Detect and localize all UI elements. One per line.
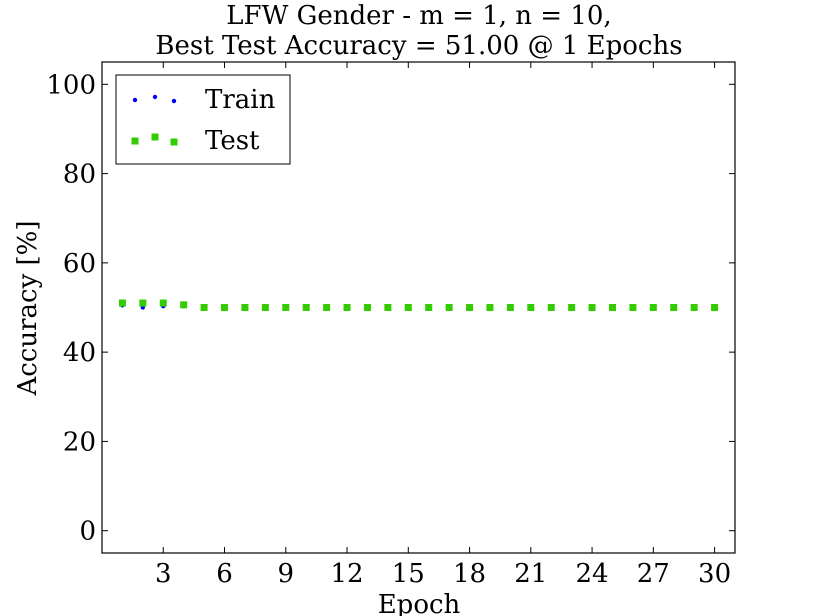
x-tick-label: 15 <box>392 559 425 589</box>
data-point <box>629 304 637 311</box>
x-axis-label: Epoch <box>378 590 461 616</box>
data-point <box>547 304 555 311</box>
data-point <box>568 304 576 311</box>
x-tick-label: 24 <box>576 559 609 589</box>
y-tick-label: 100 <box>46 70 96 100</box>
y-tick-label: 60 <box>63 249 96 279</box>
data-point <box>200 304 208 311</box>
data-point <box>261 304 269 311</box>
y-tick-label: 0 <box>79 517 96 547</box>
data-point <box>445 304 453 311</box>
x-tick-label: 18 <box>453 559 486 589</box>
data-point <box>506 304 514 311</box>
data-point <box>486 304 494 311</box>
legend-marker-point <box>151 133 159 141</box>
data-point <box>221 304 229 311</box>
data-point <box>384 304 392 311</box>
series-test <box>118 299 719 311</box>
data-point <box>302 304 310 311</box>
legend-marker-point <box>170 138 178 146</box>
data-point <box>649 304 657 311</box>
data-point <box>343 304 351 311</box>
legend-marker-point <box>132 97 138 103</box>
x-tick-label: 9 <box>278 559 295 589</box>
data-point <box>241 304 249 311</box>
data-point <box>711 304 719 311</box>
chart-title-line1: LFW Gender - m = 1, n = 10, <box>226 1 611 31</box>
y-axis-label: Accuracy [%] <box>13 220 43 396</box>
legend-marker-point <box>152 94 158 100</box>
x-tick-label: 6 <box>216 559 233 589</box>
data-point <box>139 299 147 307</box>
data-point <box>690 304 698 311</box>
data-point <box>425 304 433 311</box>
x-tick-label: 3 <box>155 559 172 589</box>
data-point <box>608 304 616 311</box>
axis-ticks: 3 6 9 12 15 18 21 24 27 30 0 20 40 60 80 100 <box>46 62 735 589</box>
y-tick-label: 20 <box>63 427 96 457</box>
x-tick-label: 27 <box>637 559 670 589</box>
legend-marker-point <box>131 137 139 145</box>
legend: Train Test <box>115 74 291 165</box>
data-point <box>363 304 371 311</box>
legend-test-marker <box>131 133 178 146</box>
legend-train-marker <box>132 94 177 104</box>
data-point <box>670 304 678 311</box>
data-point <box>282 304 290 311</box>
plot-frame <box>101 61 736 554</box>
data-point <box>404 304 412 311</box>
plot-area <box>118 299 719 311</box>
chart-title-line2: Best Test Accuracy = 51.00 @ 1 Epochs <box>155 31 682 61</box>
y-tick-label: 40 <box>63 338 96 368</box>
data-point <box>118 299 126 307</box>
x-tick-label: 30 <box>698 559 731 589</box>
legend-train-label: Train <box>205 85 276 115</box>
data-point <box>180 301 188 309</box>
y-tick-label: 80 <box>63 160 96 190</box>
data-point <box>588 304 596 311</box>
series-train <box>120 303 186 310</box>
data-point <box>159 299 167 307</box>
legend-marker-point <box>171 98 177 104</box>
legend-box <box>115 74 291 165</box>
x-tick-label: 12 <box>330 559 363 589</box>
data-point <box>323 304 331 311</box>
data-point <box>466 304 474 311</box>
legend-test-label: Test <box>205 126 260 156</box>
data-point <box>527 304 535 311</box>
x-tick-label: 21 <box>514 559 547 589</box>
